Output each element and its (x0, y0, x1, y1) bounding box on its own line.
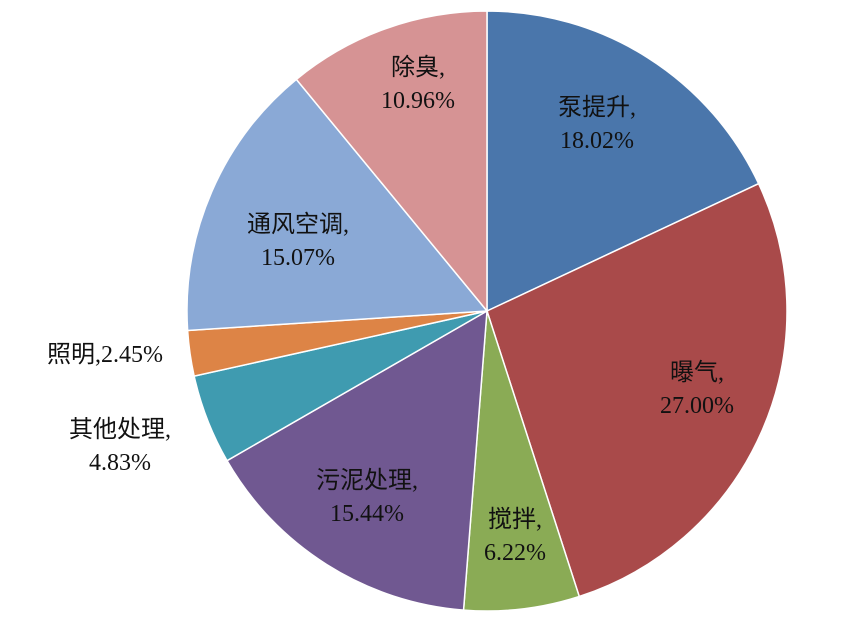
category-label: 其他处理, (69, 416, 171, 443)
slice-label: 污泥处理, 15.44% (316, 467, 418, 527)
category-label: 通风空调, (247, 211, 349, 238)
slice-label: 泵提升, 18.02% (558, 94, 636, 154)
category-label: 搅拌, (488, 506, 542, 533)
value-label: 6.22% (484, 540, 546, 566)
pie-slice (486, 10, 760, 313)
category-label: 照明, (47, 342, 101, 368)
pie-slice (462, 310, 581, 612)
value-label: 2.45% (101, 342, 163, 368)
slice-label: 照明,2.45% (47, 342, 163, 368)
value-label: 18.02% (560, 128, 634, 154)
slice-label: 通风空调, 15.07% (247, 211, 349, 271)
slice-label: 其他处理, 4.83% (69, 416, 171, 476)
pie-slice (186, 78, 489, 332)
slice-label: 搅拌, 6.22% (484, 506, 546, 566)
pie-slice (225, 309, 488, 611)
category-label: 泵提升, (558, 94, 636, 121)
value-label: 4.83% (89, 450, 151, 476)
value-label: 15.07% (261, 245, 335, 271)
category-label: 曝气, (670, 359, 724, 386)
category-label: 除臭, (391, 54, 445, 81)
value-label: 10.96% (381, 88, 455, 114)
value-label: 27.00% (660, 393, 734, 419)
slice-label: 除臭, 10.96% (381, 54, 455, 114)
value-label: 15.44% (330, 501, 404, 527)
pie-slice (486, 182, 788, 598)
pie-slice (295, 10, 488, 314)
slice-label: 曝气, 27.00% (660, 359, 734, 419)
category-label: 污泥处理, (316, 467, 418, 494)
